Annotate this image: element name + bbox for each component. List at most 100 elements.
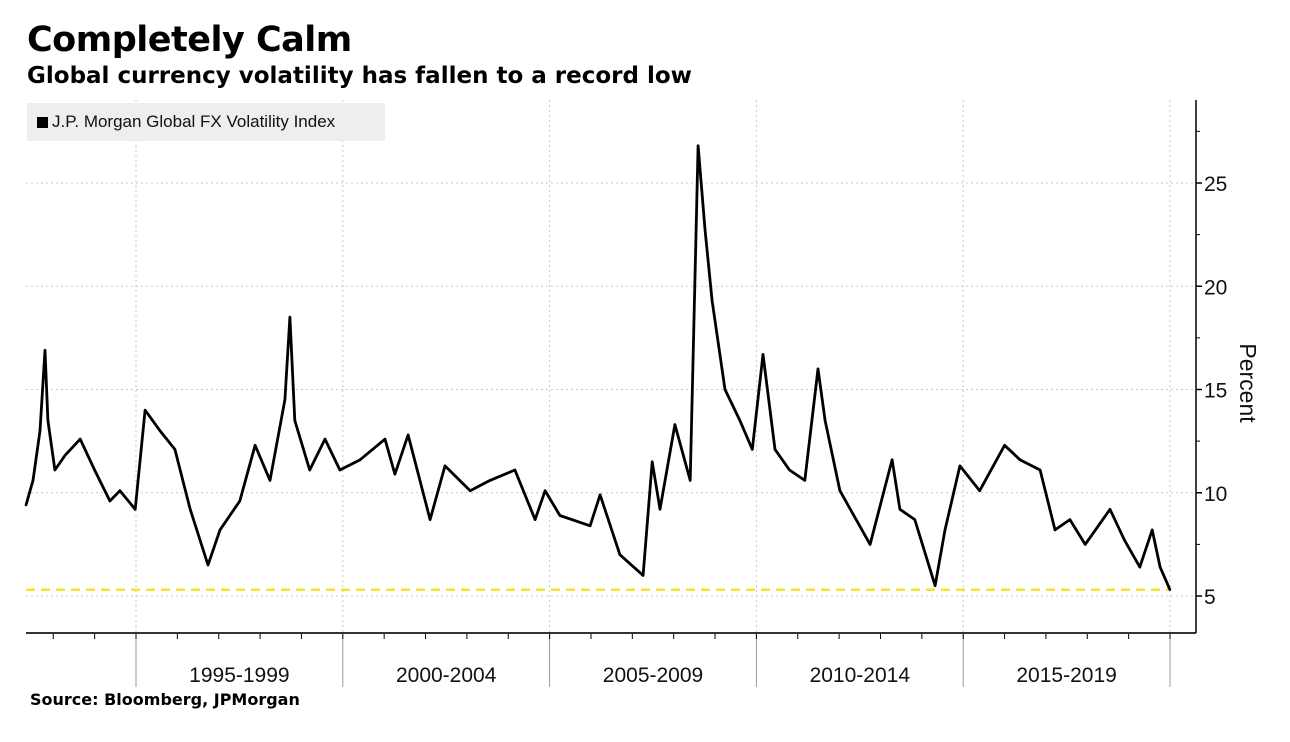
data-point [268,479,272,482]
legend-label: J.P. Morgan Global FX Volatility Index [52,112,336,131]
data-point [338,468,342,472]
data-point [1123,539,1126,542]
data-point [1018,458,1022,461]
data-point [710,299,714,302]
gridlines [26,100,1196,633]
data-point [406,433,410,437]
data-point [468,489,472,492]
data-point [1158,565,1162,569]
data-point [513,468,517,472]
data-point [1003,444,1006,447]
data-point [1084,543,1087,546]
data-point [158,429,162,432]
data-point [803,479,806,482]
data-point [543,489,547,492]
data-point [238,499,242,503]
data-point [1168,588,1172,592]
data-point [618,553,622,556]
data-point [788,468,791,472]
x-tick-label: 1995-1999 [189,664,289,687]
data-point [1138,565,1142,569]
data-point [673,423,677,426]
data-point [823,419,827,422]
data-point [738,419,742,422]
data-point [533,518,537,521]
data-point [283,398,287,402]
data-point [38,429,42,432]
series-line-fx-volatility [24,144,1172,591]
data-point [978,489,981,492]
legend-swatch [37,116,48,128]
data-point [188,508,192,511]
x-tick-label: 2015-2019 [1016,664,1116,687]
y-tick-label: 15 [1204,380,1227,403]
data-point [868,543,872,546]
data-point [63,454,67,457]
data-point [358,458,362,461]
data-point [323,437,327,441]
data-point [816,367,820,371]
data-point [838,489,842,492]
data-point [958,464,962,468]
data-point [108,499,112,503]
data-point [143,408,147,412]
data-point [913,518,917,521]
data-point [1108,508,1112,511]
chart-title: Completely Calm [27,20,352,60]
data-point [288,316,292,319]
chart-subtitle: Global currency volatility has fallen to… [27,63,692,89]
data-point [383,437,387,441]
data-point [598,493,602,497]
data-point [118,489,122,492]
data-point [558,514,562,517]
data-point [393,472,397,476]
x-tick-label: 2010-2014 [810,664,911,687]
data-point [253,444,257,447]
legend: J.P. Morgan Global FX Volatility Index [27,103,385,141]
y-tick-label: 25 [1204,173,1227,196]
data-point [588,524,592,527]
data-point [1151,528,1154,532]
data-point [1038,468,1042,472]
y-tick-label: 20 [1204,276,1227,299]
data-point [46,419,50,422]
data-point [703,229,707,232]
data-point [133,508,137,511]
series-group [24,144,1172,592]
data-point [293,419,297,422]
data-point [658,508,662,511]
data-point [206,563,210,567]
data-point [890,458,894,461]
data-point [943,528,947,532]
y-axis-label: Percent [1235,343,1261,423]
data-point [898,508,902,511]
data-point [723,388,727,391]
data-point [31,479,35,482]
data-point [24,503,28,507]
y-tick-label: 5 [1204,586,1216,609]
y-tick-label: 10 [1204,483,1227,506]
data-point [428,518,432,521]
data-point [488,479,492,482]
data-point [696,144,700,148]
data-point [78,437,82,441]
data-point [641,574,645,577]
data-point [773,448,777,451]
data-point [1068,518,1072,521]
data-point [93,468,96,472]
data-point [650,460,654,463]
data-point [173,448,177,451]
data-point [761,353,765,356]
data-point [1053,528,1057,532]
data-point [43,349,47,352]
data-point [933,584,937,587]
x-tick-label: 2005-2009 [603,664,703,687]
axes: 5 10 15 20 25 1995-1999 2000-2004 2005-2009 2010… [26,100,1227,687]
data-point [443,464,447,468]
data-point [751,448,754,451]
source-note: Source: Bloomberg, JPMorgan [30,690,300,709]
data-point [53,468,57,472]
data-point [308,468,311,472]
x-tick-label: 2000-2004 [396,664,497,687]
